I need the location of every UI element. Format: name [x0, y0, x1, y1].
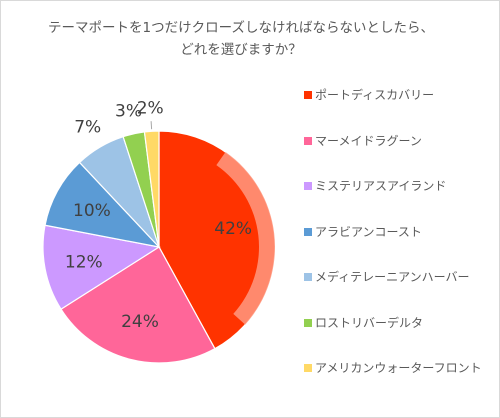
chart-title-line-1: テーマポートを1つだけクローズしなければならないとしたら、 [48, 20, 434, 36]
legend-swatch [304, 364, 312, 372]
legend-swatch [304, 318, 312, 327]
pie-slice-7 [143, 130, 160, 248]
legend-label: メディテレーニアンハーバー [315, 270, 470, 284]
legend-label: ロストリバーデルタ [315, 315, 424, 330]
pie-slice-3 [42, 224, 161, 310]
legend-swatch [304, 91, 312, 99]
legend-swatch [304, 182, 312, 190]
data-label-1: 42% [214, 219, 252, 239]
legend-label: マーメイドラグーン [315, 133, 422, 148]
chart-title: テーマポートを1つだけクローズしなければならないとしたら、 どれを選びますか？ [1, 17, 481, 61]
legend-swatch [304, 227, 312, 236]
pie-slice-4 [44, 161, 161, 248]
legend-label: アメリカンウォーターフロント [315, 361, 482, 375]
data-label-5: 7% [74, 118, 101, 138]
data-label-7: 2% [137, 98, 164, 118]
legend-label: ミステリアスアイランド [315, 179, 447, 193]
pie-slice-1-rim-shade [216, 151, 275, 325]
data-label-6: 3% [115, 101, 142, 121]
data-label-4: 10% [73, 201, 111, 221]
legend-swatch [304, 136, 312, 145]
pie-slice-2 [60, 246, 216, 364]
legend-swatch [304, 273, 312, 281]
legend-label: アラビアンコースト [315, 224, 422, 239]
legend-label: ポートディスカバリー [315, 88, 435, 102]
data-label-3: 12% [65, 252, 103, 272]
data-label-2: 24% [121, 312, 159, 332]
chart-title-line-2: どれを選びますか？ [180, 42, 302, 58]
leader-line-7 [150, 121, 153, 130]
